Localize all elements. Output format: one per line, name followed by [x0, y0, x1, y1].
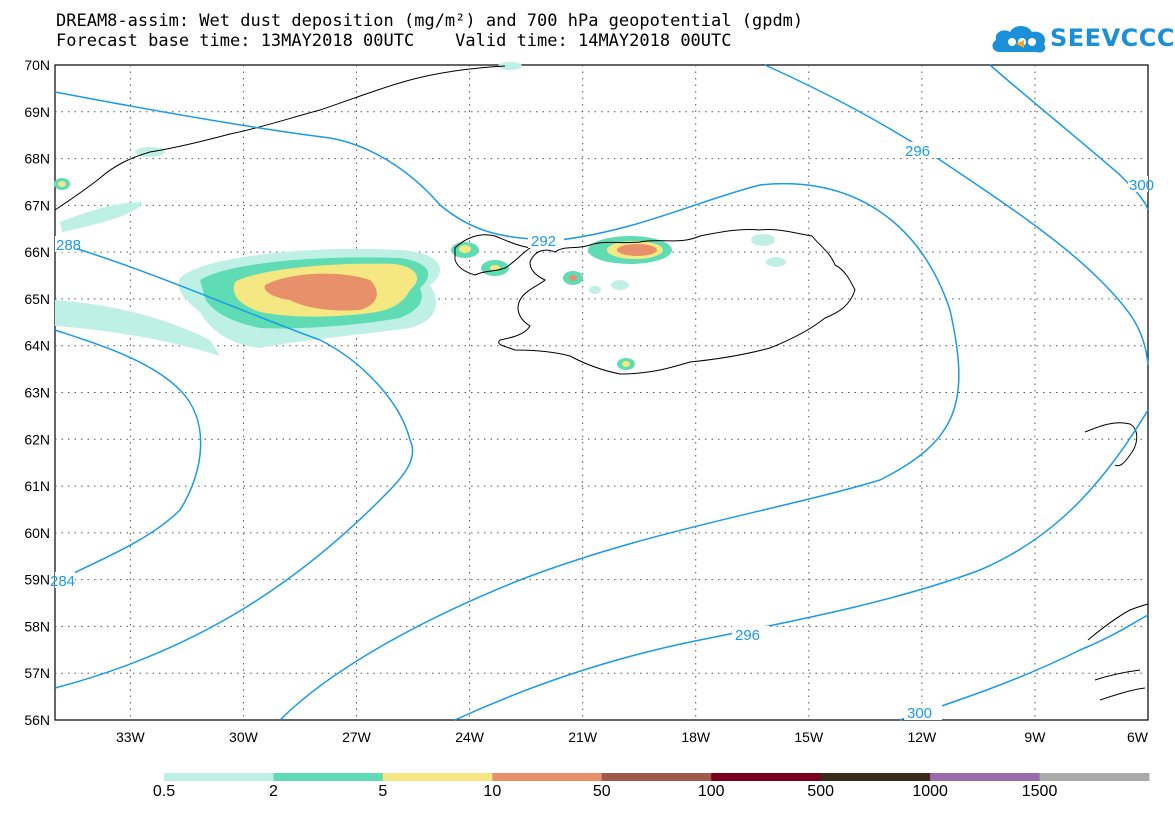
legend-label: 5 — [378, 783, 388, 800]
contour-292 — [54, 91, 960, 721]
legend-label: 10 — [483, 783, 502, 800]
legend-label: 500 — [807, 783, 835, 800]
contour-label-300-north: 300 — [1129, 177, 1154, 194]
dust-area-10 — [264, 273, 377, 311]
contour-label-296-south: 296 — [735, 627, 760, 644]
legend-swatch — [164, 773, 274, 781]
legend-label: 1500 — [1021, 783, 1058, 800]
legend-swatch — [382, 773, 493, 781]
legend-swatch — [930, 773, 1041, 781]
logo-text: SEEVCCC — [1050, 24, 1175, 52]
dust-spot-north-1-core — [490, 265, 500, 271]
dust-spot-westfjords-core — [459, 245, 471, 253]
forecast-times: Forecast base time: 13MAY2018 00UTC Vali… — [56, 31, 732, 51]
contour-label-300-south: 300 — [907, 705, 932, 722]
lat-label: 59N — [24, 572, 50, 588]
dust-spot-east-2 — [766, 257, 786, 267]
contour-300 — [989, 64, 1149, 211]
lat-label: 64N — [24, 338, 50, 354]
lat-label: 61N — [24, 478, 50, 494]
lat-label: 70N — [24, 57, 50, 73]
contour-label-292: 292 — [531, 233, 556, 250]
coastlines — [54, 65, 1149, 701]
legend-swatch — [820, 773, 931, 781]
contour-label-296-north: 296 — [905, 143, 930, 160]
scotland-coast — [1087, 603, 1149, 701]
dust-spot-small-3 — [498, 62, 522, 70]
legend-swatch — [1039, 773, 1150, 781]
dust-spot-north-3-core — [617, 244, 657, 256]
legend-swatch — [711, 773, 822, 781]
dust-spot-south-core — [622, 361, 630, 367]
dust-spot-small-2 — [589, 286, 601, 294]
lat-label: 60N — [24, 525, 50, 541]
lon-label: 6W — [1127, 729, 1149, 745]
contour-284 — [54, 329, 202, 583]
legend-swatch — [601, 773, 712, 781]
contour-288 — [54, 241, 414, 689]
legend-swatch — [273, 773, 384, 781]
lon-label: 27W — [342, 729, 372, 745]
lat-label: 57N — [24, 665, 50, 681]
lat-label: 63N — [24, 385, 50, 401]
lon-label: 30W — [229, 729, 259, 745]
contour-label-284: 284 — [50, 573, 75, 590]
map-title: DREAM8-assim: Wet dust deposition (mg/m²… — [56, 11, 804, 31]
longitude-labels: 33W 30W 27W 24W 21W 18W 15W 12W 9W 6W — [116, 729, 1149, 745]
dust-band-nw — [60, 202, 142, 232]
faroe-coast — [1084, 422, 1138, 467]
lat-label: 56N — [24, 712, 50, 728]
legend-colorbar — [164, 773, 1150, 781]
dust-band-west — [55, 300, 220, 356]
lon-label: 18W — [681, 729, 711, 745]
lat-label: 68N — [24, 151, 50, 167]
lat-lon-grid — [55, 65, 1148, 720]
legend-label: 100 — [697, 783, 725, 800]
legend-label: 50 — [592, 783, 611, 800]
dust-spot-east — [751, 234, 775, 246]
lon-label: 21W — [568, 729, 598, 745]
dust-deposition-shading — [54, 62, 786, 370]
seevccc-logo: SEEVCCC — [990, 18, 1175, 58]
geopotential-contours — [54, 64, 1149, 721]
lat-label: 69N — [24, 104, 50, 120]
lat-label: 58N — [24, 618, 50, 634]
lat-label: 65N — [24, 291, 50, 307]
latitude-labels: 70N 69N 68N 67N 66N 65N 64N 63N 62N 61N 60N 59N 58N 5… — [24, 57, 50, 728]
lon-label: 12W — [907, 729, 937, 745]
lon-label: 24W — [455, 729, 485, 745]
legend-label: 1000 — [912, 783, 948, 800]
lat-label: 66N — [24, 244, 50, 260]
contour-labels: 288 292 296 296 300 300 284 — [50, 142, 1154, 722]
cloud-icon — [992, 26, 1046, 53]
lat-label: 62N — [24, 431, 50, 447]
legend-label: 2 — [268, 783, 278, 800]
lon-label: 33W — [116, 729, 146, 745]
iceland-coast — [498, 229, 856, 375]
dust-spot-north-2-core — [569, 275, 577, 281]
dust-spot-nw-core — [58, 181, 66, 187]
westfjords-coast — [454, 234, 532, 276]
greenland-coast — [54, 65, 506, 211]
legend-swatch — [492, 773, 603, 781]
legend-label: 0.5 — [152, 783, 176, 800]
lon-label: 9W — [1024, 729, 1046, 745]
contour-296-south — [454, 409, 1149, 721]
contour-300-south — [899, 614, 1149, 721]
lon-label: 15W — [794, 729, 824, 745]
contour-296 — [764, 64, 1149, 366]
lat-label: 67N — [24, 197, 50, 213]
contour-label-288: 288 — [56, 237, 81, 254]
dust-spot-small-1 — [611, 280, 629, 290]
